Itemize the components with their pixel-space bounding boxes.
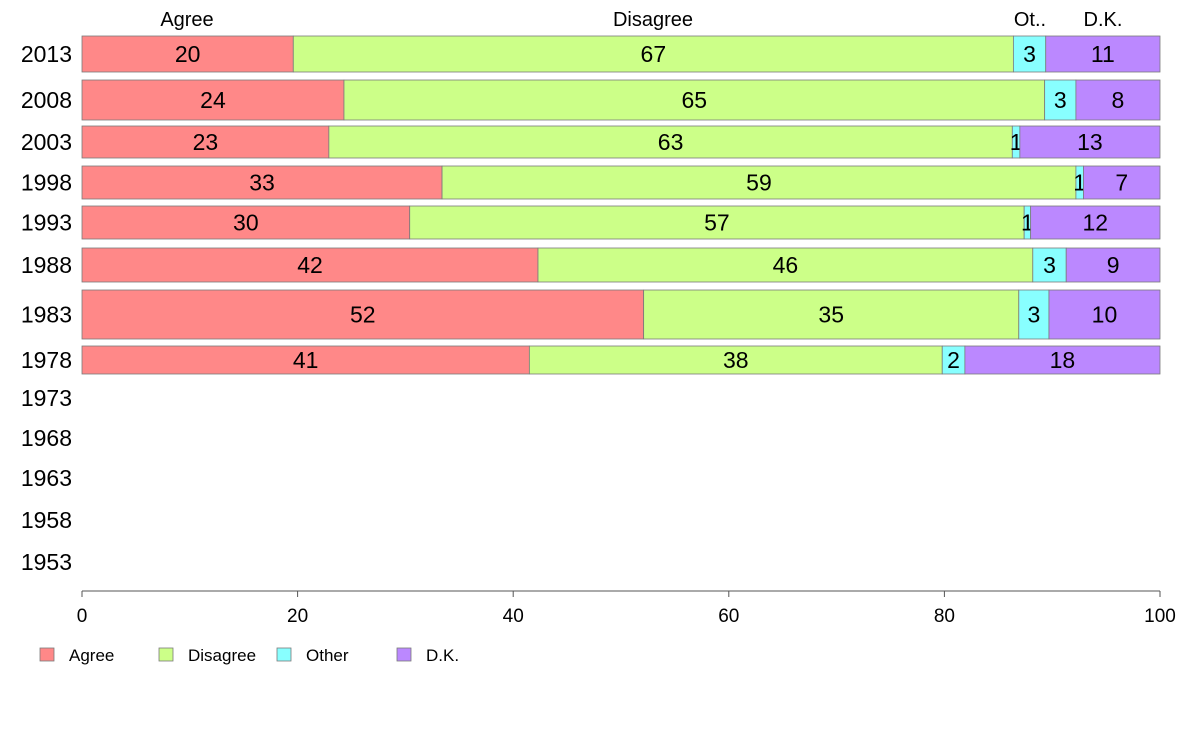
bar-other-2008 (1044, 79, 1077, 121)
bar-agree-1978 (81, 345, 530, 375)
data-label-agree-1993: 30 (233, 210, 259, 236)
bar-agree-1998 (81, 165, 443, 200)
data-label-other-1983: 3 (1027, 302, 1040, 328)
data-label-other-2013: 3 (1023, 41, 1036, 67)
top-label-2: Disagree (613, 9, 693, 31)
x-tick-label-0: 0 (77, 606, 88, 627)
data-label-other-1988: 3 (1043, 252, 1056, 278)
legend-label-agree: Agree (69, 646, 114, 665)
data-label-agree-1978: 41 (293, 347, 319, 373)
bar-d-k--2013 (1045, 35, 1161, 73)
bar-disagree-1993 (409, 205, 1025, 240)
bar-disagree-2003 (328, 125, 1013, 159)
data-label-disagree-1998: 59 (746, 170, 772, 196)
x-axis: 0 20 40 60 80 100 (77, 590, 1176, 627)
bar-d-k--1983 (1048, 289, 1161, 340)
x-tick-label-100: 100 (1144, 606, 1176, 627)
data-label-agree-2003: 23 (193, 129, 219, 155)
legend-label-d-k-: D.K. (426, 646, 459, 665)
x-tick-label-40: 40 (503, 606, 524, 627)
data-label-d-k--2013: 11 (1091, 41, 1115, 67)
bar-disagree-2008 (343, 79, 1046, 121)
bar-d-k--1993 (1030, 205, 1161, 240)
data-label-disagree-2003: 63 (658, 129, 684, 155)
legend-swatch-disagree (158, 647, 174, 662)
bar-other-2013 (1012, 35, 1047, 73)
data-label-agree-1983: 52 (350, 302, 376, 328)
year-label-1988: 1988 (21, 252, 72, 278)
x-tick-label-80: 80 (934, 606, 955, 627)
bar-other-1983 (1018, 289, 1050, 340)
bar-disagree-2013 (292, 35, 1014, 73)
legend: Agree Disagree Other D.K. (39, 646, 459, 665)
data-label-other-2008: 3 (1054, 87, 1067, 113)
data-label-agree-2013: 20 (175, 41, 201, 67)
year-label-1953: 1953 (21, 549, 72, 575)
bar-disagree-1978 (528, 345, 943, 375)
bar-d-k--1978 (964, 345, 1161, 375)
data-label-disagree-2008: 65 (682, 87, 708, 113)
bar-disagree-1998 (441, 165, 1077, 200)
legend-swatch-other (276, 647, 292, 662)
data-label-d-k--1998: 7 (1115, 170, 1128, 196)
top-label-1: Agree (160, 9, 213, 31)
data-label-disagree-1983: 35 (818, 302, 844, 328)
bar-agree-2008 (81, 79, 345, 121)
bar-d-k--2008 (1075, 79, 1161, 121)
legend-swatch-agree (39, 647, 55, 662)
bar-disagree-1983 (643, 289, 1020, 340)
year-label-1973: 1973 (21, 385, 72, 411)
year-label-2008: 2008 (21, 87, 72, 113)
year-label-1958: 1958 (21, 507, 72, 533)
year-label-1968: 1968 (21, 425, 72, 451)
bar-d-k--1998 (1083, 165, 1161, 200)
legend-label-other: Other (306, 646, 349, 665)
bar-d-k--1988 (1065, 247, 1161, 283)
year-label-1963: 1963 (21, 465, 72, 491)
bar-agree-1993 (81, 205, 411, 240)
year-axis-labels: 2013 2008 2003 1998 1993 1988 1983 1978 1973 1968… (21, 41, 72, 575)
x-tick-label-60: 60 (718, 606, 739, 627)
data-label-d-k--1993: 12 (1083, 210, 1109, 236)
year-label-2013: 2013 (21, 41, 72, 67)
bar-agree-2003 (81, 125, 330, 159)
data-label-agree-2008: 24 (200, 87, 226, 113)
data-label-d-k--2008: 8 (1112, 87, 1125, 113)
data-label-d-k--1978: 18 (1050, 347, 1076, 373)
data-label-other-1998: 1 (1073, 170, 1086, 196)
data-label-d-k--2003: 13 (1077, 129, 1103, 155)
bar-agree-2013 (81, 35, 294, 73)
top-label-3: Ot.. (1014, 9, 1046, 31)
x-tick-label-20: 20 (287, 606, 308, 627)
data-label-other-2003: 1 (1010, 129, 1023, 155)
bar-d-k--2003 (1019, 125, 1161, 159)
bar-agree-1983 (81, 289, 645, 340)
legend-swatch-d-k- (396, 647, 412, 662)
data-label-disagree-1988: 46 (773, 252, 799, 278)
year-label-1998: 1998 (21, 170, 72, 196)
data-label-d-k--1988: 9 (1107, 252, 1120, 278)
top-label-4: D.K. (1084, 9, 1123, 31)
data-label-agree-1998: 33 (249, 170, 275, 196)
bar-disagree-1988 (537, 247, 1034, 283)
year-label-1983: 1983 (21, 302, 72, 328)
year-label-2003: 2003 (21, 129, 72, 155)
top-column-labels: Agree Disagree Ot.. D.K. (160, 9, 1122, 31)
bar-agree-1988 (81, 247, 539, 283)
bar-other-1988 (1032, 247, 1067, 283)
data-label-disagree-2013: 67 (641, 41, 667, 67)
data-label-disagree-1978: 38 (723, 347, 749, 373)
data-label-d-k--1983: 10 (1092, 302, 1118, 328)
data-label-disagree-1993: 57 (704, 210, 730, 236)
year-label-1993: 1993 (21, 210, 72, 236)
legend-label-disagree: Disagree (188, 646, 256, 665)
year-label-1978: 1978 (21, 347, 72, 373)
data-label-other-1978: 2 (947, 347, 960, 373)
data-label-agree-1988: 42 (297, 252, 323, 278)
